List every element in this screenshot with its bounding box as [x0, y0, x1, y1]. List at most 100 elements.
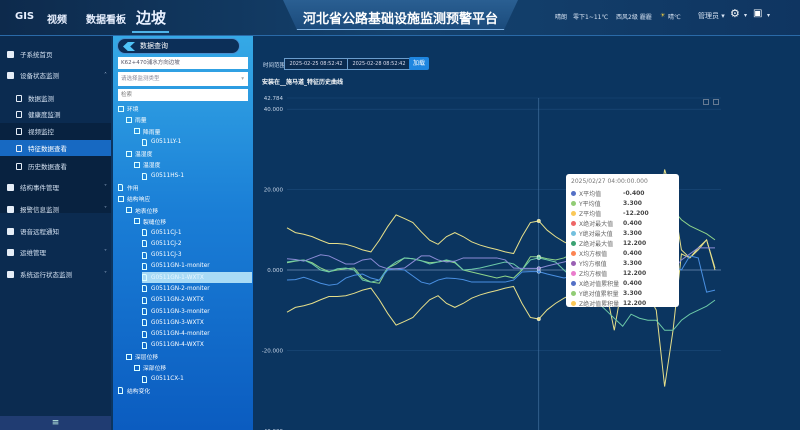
tree-node[interactable]: 裂缝位移	[134, 216, 252, 227]
tree-node[interactable]: G0511GN-1-moniter	[142, 261, 252, 272]
file-icon	[142, 138, 147, 146]
sidebar-item[interactable]: 语音远程通知	[0, 223, 111, 239]
screen-icon[interactable]: ▣	[753, 8, 763, 19]
file-icon	[142, 274, 147, 282]
data-query-button[interactable]: 数据查询	[117, 38, 240, 54]
nav-slope[interactable]: 边坡	[136, 9, 167, 27]
file-icon	[142, 308, 147, 316]
series-name: Z绝对值累积量	[579, 300, 620, 308]
tree-node[interactable]: G0511GN-4-moniter	[142, 329, 252, 340]
folder-icon	[7, 270, 14, 278]
tree-node[interactable]: G0511GN-3-WXTX	[142, 317, 252, 328]
building-icon	[7, 183, 14, 191]
tree-node[interactable]: G0511GN-3-moniter	[142, 306, 252, 317]
checkbox[interactable]	[134, 218, 140, 225]
sidebar-item[interactable]: 数据监测	[0, 90, 111, 106]
document-icon	[16, 94, 22, 102]
sidebar-item[interactable]: 历史数据查看	[0, 158, 111, 174]
chevron-down-icon[interactable]: ▾	[767, 12, 771, 19]
user-menu[interactable]: 管理员 ▾	[698, 12, 725, 20]
save-image-icon[interactable]	[713, 99, 719, 105]
tree-node[interactable]: G0511CJ-1	[142, 227, 252, 238]
line-chart[interactable]: 42.784 40.000 20.000 0.000 -20.000 -40.000	[255, 90, 800, 430]
chevron-down-icon: ▾	[241, 76, 244, 82]
monitor-icon	[7, 71, 14, 79]
tree-node[interactable]: G0511GN-4-WXTX	[142, 340, 252, 351]
tree-node[interactable]: 结构响应	[118, 193, 252, 204]
tree-node[interactable]: G0511CJ-3	[142, 250, 252, 261]
tree-node-label: G0511GN-1-WXTX	[151, 274, 204, 281]
sidebar-item-label: 设备状态监测	[20, 72, 59, 80]
tree-search-input[interactable]	[118, 89, 248, 101]
tree-node[interactable]: G0511CJ-2	[142, 238, 252, 249]
sidebar-item-label: 子系统首页	[20, 51, 53, 59]
data-view-icon[interactable]	[703, 99, 709, 105]
tree-node[interactable]: G0511GN-1-WXTX	[142, 272, 252, 284]
checkbox[interactable]	[118, 195, 124, 202]
sidebar-item[interactable]: 视频监控	[0, 123, 111, 139]
sidebar-item[interactable]: 报警信息监测 ˅	[0, 201, 111, 217]
checkbox[interactable]	[134, 364, 140, 371]
tree-node[interactable]: 温湿度	[126, 148, 252, 159]
site-select[interactable]: K62+470浦水方向边坡	[118, 57, 248, 69]
series-dot	[571, 290, 576, 296]
series-value: 0.400	[623, 249, 642, 257]
tree-panel	[113, 36, 253, 430]
sidebar-item[interactable]: 结构事件管理 ˅	[0, 179, 111, 195]
tree-node[interactable]: 作用	[118, 182, 252, 193]
nav-video[interactable]: 视频	[47, 15, 67, 26]
home-icon	[7, 50, 14, 58]
tree-node[interactable]: G0511GN-2-moniter	[142, 283, 252, 294]
sidebar-item[interactable]: 系统运行状态监测 ˅	[0, 266, 111, 282]
sidebar-item[interactable]: 运维管理 ˅	[0, 244, 111, 260]
load-button[interactable]: 加载	[409, 57, 429, 70]
tooltip-row: Z绝对最大值 12.200	[571, 238, 674, 248]
monitor-type-select[interactable]: 请选择监测类型 ▾	[118, 72, 248, 86]
tree-node[interactable]: G0511LY-1	[142, 137, 252, 148]
collapse-menu-button[interactable]: ≡	[0, 416, 111, 430]
checkbox[interactable]	[126, 353, 132, 360]
file-icon	[142, 229, 147, 237]
tree-node[interactable]: 环境	[118, 103, 252, 114]
file-icon	[142, 375, 147, 383]
series-name: Y平均值	[579, 200, 601, 208]
series-value: 3.300	[623, 229, 642, 237]
checkbox[interactable]	[126, 116, 132, 123]
checkbox[interactable]	[134, 161, 140, 168]
weather-extra: 晴℃	[668, 14, 681, 21]
tree-node[interactable]: G0511HS-1	[142, 171, 252, 182]
sidebar-item[interactable]: 特征数据查看	[0, 140, 111, 156]
tree-node[interactable]: 深部位移	[134, 362, 252, 373]
tree-node[interactable]: 深层位移	[126, 351, 252, 362]
document-icon	[16, 162, 22, 170]
checkbox[interactable]	[126, 207, 132, 214]
checkbox[interactable]	[118, 105, 124, 112]
tooltip-row: X均方根值 0.400	[571, 248, 674, 258]
tree-node[interactable]: 温湿度	[134, 159, 252, 170]
tree-node[interactable]: 降雨量	[134, 126, 252, 137]
series-dot	[571, 220, 576, 226]
tooltip-row: Y绝对值累积量 3.300	[571, 288, 674, 298]
sidebar-item[interactable]: 设备状态监测 ˄	[0, 67, 111, 83]
tree-node[interactable]: G0511GN-2-WXTX	[142, 295, 252, 306]
end-time-input[interactable]: 2025-02-28 08:52:42	[347, 58, 411, 70]
nav-active-indicator	[132, 31, 169, 33]
series-value: 0.400	[623, 219, 642, 227]
tree-node[interactable]: 地表位移	[126, 205, 252, 216]
nav-dashboard[interactable]: 数据看板	[86, 15, 126, 26]
tree-node[interactable]: 雨量	[126, 114, 252, 125]
nav-gis[interactable]: GIS	[15, 11, 35, 22]
chevron-down-icon: ˅	[104, 270, 107, 278]
sidebar-item[interactable]: 健康度监测	[0, 106, 111, 122]
series-name: X均方根值	[579, 250, 608, 258]
start-time-input[interactable]: 2025-02-25 08:52:42	[284, 58, 348, 70]
checkbox[interactable]	[126, 150, 132, 157]
settings-gear-icon[interactable]: ⚙	[730, 7, 740, 20]
checkbox[interactable]	[134, 128, 140, 135]
sidebar-item[interactable]: 子系统首页	[0, 46, 111, 62]
chevron-down-icon[interactable]: ▾	[744, 12, 748, 19]
file-icon	[142, 285, 147, 293]
series-dot	[571, 230, 576, 236]
tree-node[interactable]: G0511CX-1	[142, 374, 252, 385]
tree-node[interactable]: 结构变化	[118, 385, 252, 396]
